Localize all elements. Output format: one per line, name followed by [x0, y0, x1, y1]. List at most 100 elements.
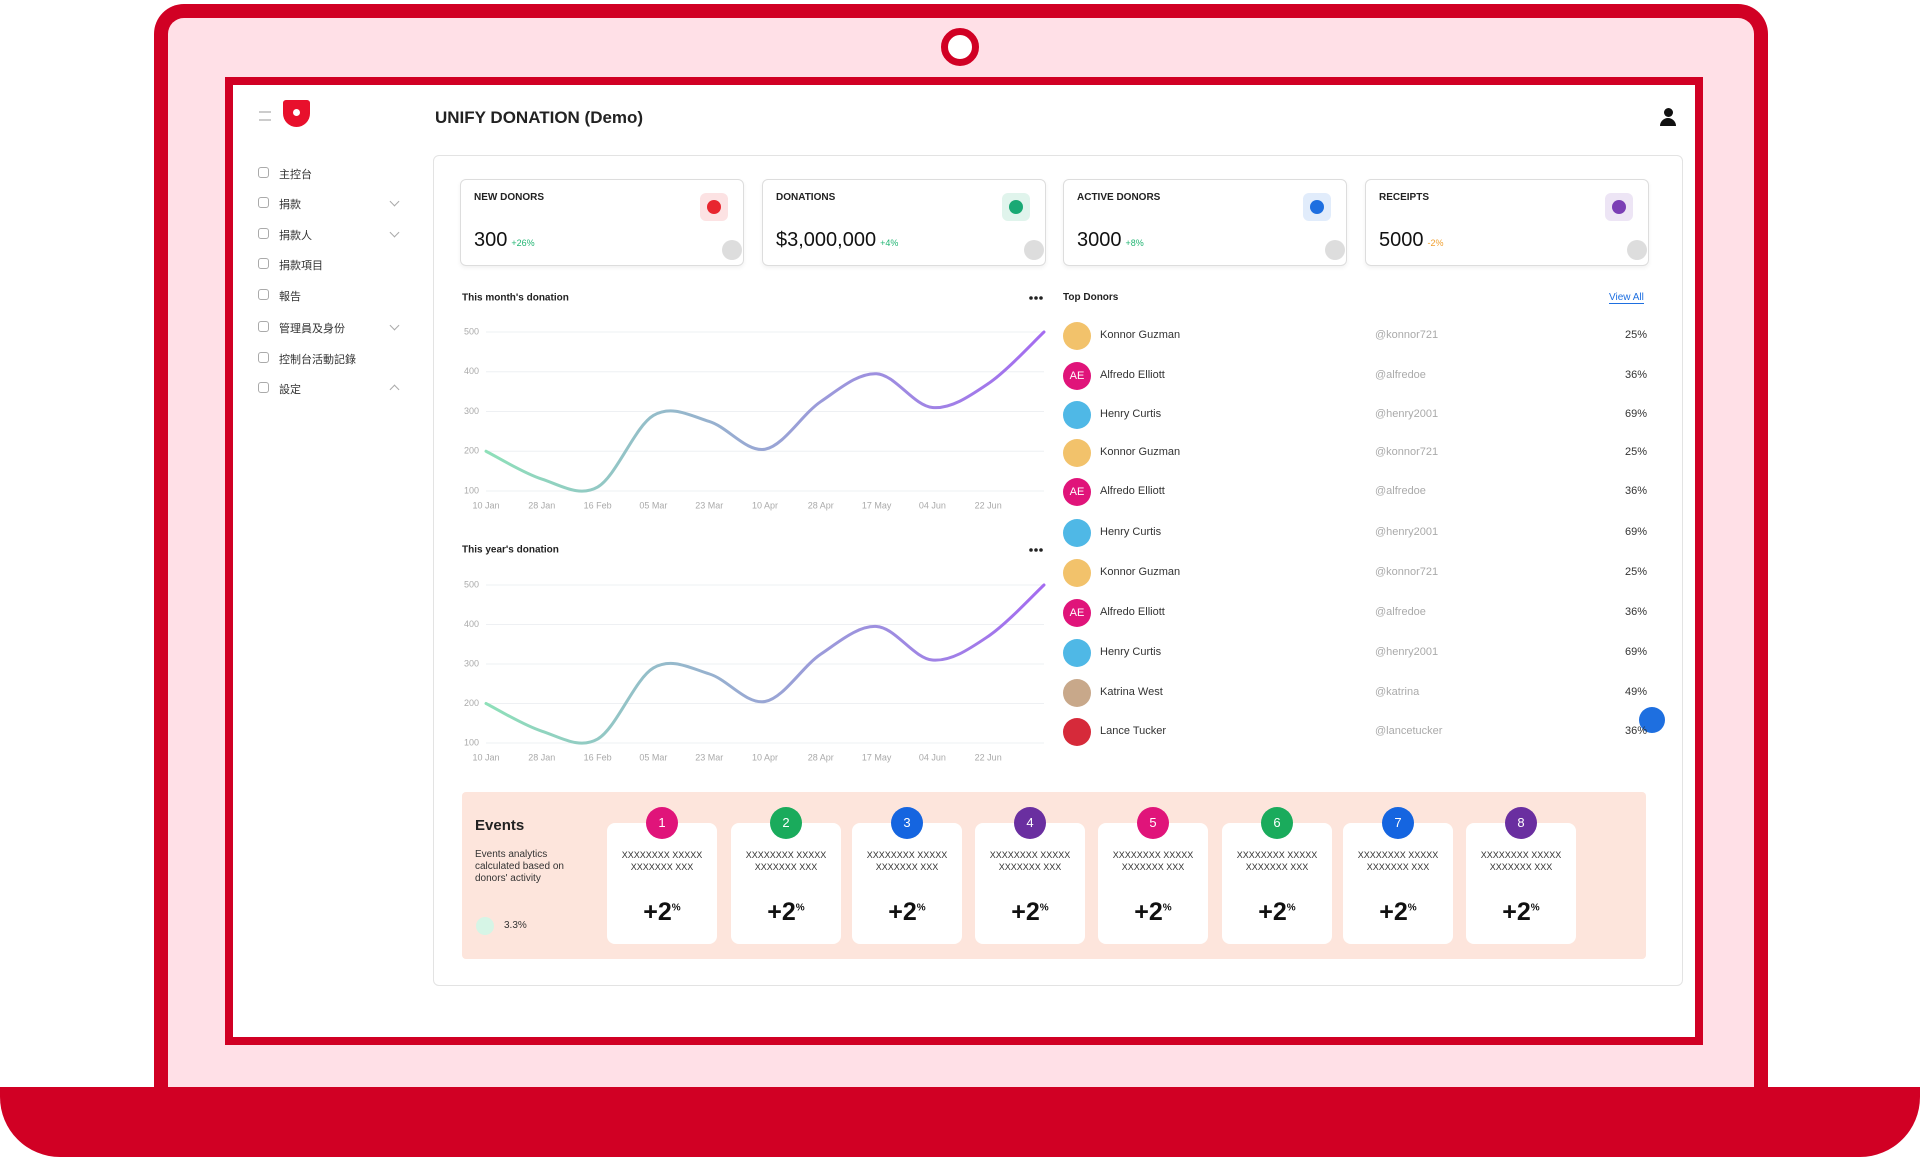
event-card[interactable]	[607, 823, 717, 944]
x-tick-label: 28 Jan	[528, 752, 555, 762]
sidebar-item[interactable]: 設定	[279, 384, 301, 396]
donor-name: Henry Curtis	[1100, 526, 1162, 538]
sidebar-item[interactable]: 報告	[279, 291, 301, 303]
event-value: +2%	[1134, 898, 1172, 926]
x-tick-label: 10 Jan	[472, 500, 499, 510]
event-badge: 2	[770, 807, 802, 839]
stat-value: 3000 +8%	[1077, 229, 1144, 251]
stat-decoration	[1325, 240, 1345, 260]
y-tick-label: 400	[464, 619, 479, 629]
stat-value: $3,000,000 +4%	[776, 229, 899, 251]
avatar: AE	[1063, 362, 1091, 390]
event-text: XXXXXXXX XXXXX XXXXXXX XXX	[1236, 850, 1318, 872]
view-all-link[interactable]: View All	[1609, 292, 1644, 304]
event-badge: 6	[1261, 807, 1293, 839]
stat-card	[460, 179, 744, 266]
sidebar-icon[interactable]	[258, 289, 269, 300]
donor-share: 69%	[1624, 526, 1647, 538]
y-tick-label: 200	[464, 698, 479, 708]
event-card[interactable]	[1343, 823, 1453, 944]
sidebar-item[interactable]: 控制台活動記錄	[279, 354, 356, 366]
x-tick-label: 16 Feb	[584, 500, 612, 510]
sidebar-item[interactable]: 捐款項目	[279, 260, 323, 272]
donor-share: 25%	[1624, 446, 1647, 458]
sidebar-item[interactable]: 捐款人	[279, 230, 312, 242]
x-tick-label: 05 Mar	[639, 752, 667, 762]
sidebar-icon[interactable]	[258, 382, 269, 393]
stat-label: NEW DONORS	[474, 192, 544, 203]
event-unit: %	[1286, 902, 1296, 914]
sidebar-icon[interactable]	[258, 258, 269, 269]
y-tick-label: 100	[464, 485, 479, 495]
stat-value: 5000 -2%	[1379, 229, 1444, 251]
x-tick-label: 17 May	[862, 500, 892, 510]
donor-name: Alfredo Elliott	[1100, 369, 1165, 381]
x-tick-label: 05 Mar	[639, 500, 667, 510]
avatar	[1063, 679, 1091, 707]
event-badge: 3	[891, 807, 923, 839]
avatar: AE	[1063, 478, 1091, 506]
sidebar-icon[interactable]	[258, 228, 269, 239]
event-badge: 4	[1014, 807, 1046, 839]
stat-card	[762, 179, 1046, 266]
chat-button[interactable]	[1639, 707, 1665, 733]
donor-name: Lance Tucker	[1100, 725, 1167, 737]
event-card[interactable]	[731, 823, 841, 944]
event-value: +2%	[888, 898, 926, 926]
x-tick-label: 28 Apr	[808, 500, 834, 510]
user-icon[interactable]	[1660, 108, 1676, 128]
event-unit: %	[1039, 902, 1049, 914]
stat-decoration	[1024, 240, 1044, 260]
event-text: XXXXXXXX XXXXX XXXXXXX XXX	[866, 850, 948, 872]
menu-dot	[1039, 296, 1043, 300]
y-tick-label: 300	[464, 658, 479, 668]
stat-label: RECEIPTS	[1379, 192, 1430, 203]
y-tick-label: 100	[464, 737, 479, 747]
event-card[interactable]	[1466, 823, 1576, 944]
donor-name: Konnor Guzman	[1100, 566, 1181, 578]
x-tick-label: 16 Feb	[584, 752, 612, 762]
menu-dot	[1029, 296, 1033, 300]
sidebar-item[interactable]: 管理員及身份	[279, 323, 345, 335]
stat-icon-glyph	[1009, 200, 1023, 214]
donor-handle: @alfredoe	[1375, 606, 1426, 618]
events-title: Events	[475, 817, 525, 834]
event-text: XXXXXXXX XXXXX XXXXXXX XXX	[989, 850, 1071, 872]
events-description: Events analytics calculated based on don…	[475, 849, 564, 884]
stat-icon-glyph	[1612, 200, 1626, 214]
sidebar-item[interactable]: 捐款	[279, 199, 301, 211]
chart-title: This year's donation	[462, 545, 559, 556]
event-card[interactable]	[975, 823, 1085, 944]
x-tick-label: 17 May	[862, 752, 892, 762]
y-tick-label: 400	[464, 366, 479, 376]
line	[484, 583, 1046, 745]
stat-change: +26%	[511, 238, 535, 248]
menu-icon[interactable]	[259, 111, 271, 121]
sidebar-icon[interactable]	[258, 352, 269, 363]
sidebar-icon[interactable]	[258, 197, 269, 208]
stat-card	[1365, 179, 1649, 266]
avatar	[1063, 639, 1091, 667]
donor-share: 49%	[1624, 686, 1647, 698]
event-card[interactable]	[1222, 823, 1332, 944]
sidebar-item[interactable]: 主控台	[279, 169, 312, 181]
donor-share: 25%	[1624, 329, 1647, 341]
event-value: +2%	[1258, 898, 1296, 926]
stat-change: +8%	[1125, 238, 1144, 248]
stat-value: 300 +26%	[474, 229, 535, 251]
event-unit: %	[795, 902, 805, 914]
sidebar-icon[interactable]	[258, 321, 269, 332]
sidebar-icon[interactable]	[258, 167, 269, 178]
page-title: UNIFY DONATION (Demo)	[435, 108, 644, 127]
logo[interactable]	[283, 100, 310, 127]
stat-change: +4%	[880, 238, 899, 248]
event-card[interactable]	[1098, 823, 1208, 944]
event-badge: 7	[1382, 807, 1414, 839]
event-card[interactable]	[852, 823, 962, 944]
stat-icon-glyph	[1310, 200, 1324, 214]
event-unit: %	[671, 902, 681, 914]
event-text: XXXXXXXX XXXXX XXXXXXX XXX	[1480, 850, 1562, 872]
y-tick-label: 500	[464, 326, 479, 336]
stat-change: -2%	[1427, 238, 1444, 248]
donor-name: Henry Curtis	[1100, 408, 1162, 420]
